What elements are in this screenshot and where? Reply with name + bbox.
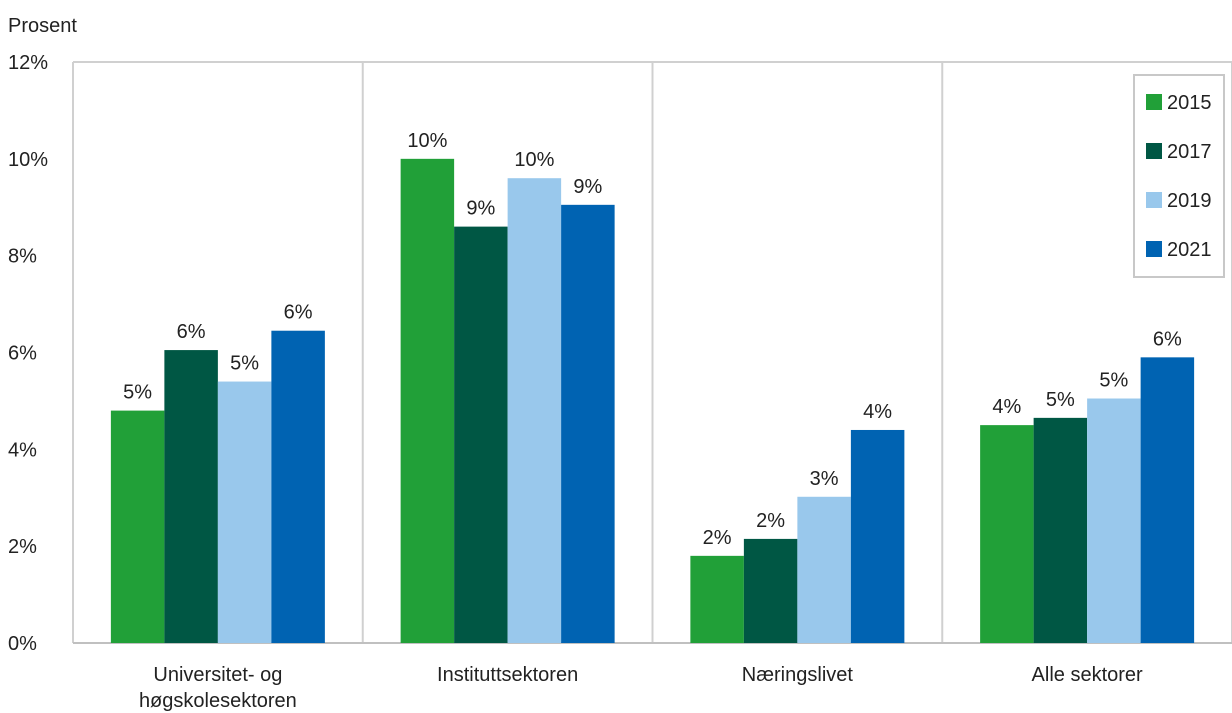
data-label-2019: 3% (810, 468, 839, 490)
x-tick-label-line: Universitet- og (153, 664, 282, 686)
legend-swatch-2017 (1146, 143, 1162, 159)
bar-2017 (454, 226, 508, 643)
data-label-2017: 5% (1046, 389, 1075, 411)
legend-swatch-2021 (1146, 241, 1162, 257)
data-label-2021: 6% (1153, 328, 1182, 350)
data-label-2015: 5% (123, 382, 152, 404)
x-tick-label-line: Alle sektorer (1032, 664, 1143, 686)
y-tick-label: 4% (8, 439, 37, 461)
bar-2019 (1087, 398, 1141, 643)
legend-swatch-2019 (1146, 192, 1162, 208)
bar-2021 (561, 204, 615, 643)
data-label-2017: 9% (466, 198, 495, 220)
data-label-2019: 5% (230, 353, 259, 375)
bar-2021 (850, 429, 905, 643)
bar-2015 (110, 410, 165, 643)
x-tick-label: Næringslivet (742, 664, 854, 686)
x-tick-label: Alle sektorer (1032, 664, 1143, 686)
data-label-2019: 10% (514, 149, 554, 171)
y-tick-label: 0% (8, 633, 37, 655)
y-tick-label: 12% (8, 52, 48, 74)
bar-2021 (1140, 357, 1195, 643)
data-label-2017: 2% (756, 510, 785, 532)
data-label-2017: 6% (177, 321, 206, 343)
data-labels: 5% 6% 5% 6% 10% 9% 10% 9% 2% 2% 3% 4% 4% 5% 5% 6% (123, 130, 1182, 549)
legend-label-2019: 2019 (1167, 190, 1212, 212)
y-axis-label: Prosent (8, 15, 77, 37)
bar-2015 (980, 425, 1034, 643)
x-tick-label-line: Instituttsektoren (437, 664, 578, 686)
y-tick-label: 2% (8, 536, 37, 558)
x-tick-label: Instituttsektoren (437, 664, 578, 686)
bar-2019 (797, 496, 851, 643)
x-axis-ticks: Universitet- og høgskolesektoren Institutt… (139, 664, 1143, 712)
bars (110, 158, 1195, 644)
y-tick-label: 10% (8, 149, 48, 171)
bar-2017 (743, 538, 798, 643)
x-tick-label: Universitet- og høgskolesektoren (139, 664, 297, 712)
data-label-2021: 9% (573, 176, 602, 198)
y-tick-label: 8% (8, 246, 37, 268)
legend-label-2017: 2017 (1167, 141, 1212, 163)
legend-label-2015: 2015 (1167, 92, 1212, 114)
bar-2019 (507, 178, 562, 643)
bar-2017 (1033, 417, 1088, 643)
bar-2017 (164, 350, 218, 643)
data-label-2015: 10% (407, 130, 447, 152)
data-label-2015: 4% (992, 396, 1021, 418)
legend-label-2021: 2021 (1167, 239, 1212, 261)
data-label-2015: 2% (703, 527, 732, 549)
data-label-2019: 5% (1099, 369, 1128, 391)
bar-2021 (271, 330, 325, 643)
bar-2015 (690, 555, 744, 643)
data-label-2021: 4% (863, 401, 892, 423)
legend-swatch-2015 (1146, 94, 1162, 110)
x-tick-label-line: Næringslivet (742, 664, 854, 686)
legend: 2015 2017 2019 2021 (1133, 74, 1225, 278)
y-axis-ticks: 0% 2% 4% 6% 8% 10% 12% (8, 52, 48, 655)
y-tick-label: 6% (8, 343, 37, 365)
bar-2019 (217, 381, 272, 643)
x-tick-label-line: høgskolesektoren (139, 690, 297, 712)
data-label-2021: 6% (284, 302, 313, 324)
bar-2015 (400, 158, 455, 644)
